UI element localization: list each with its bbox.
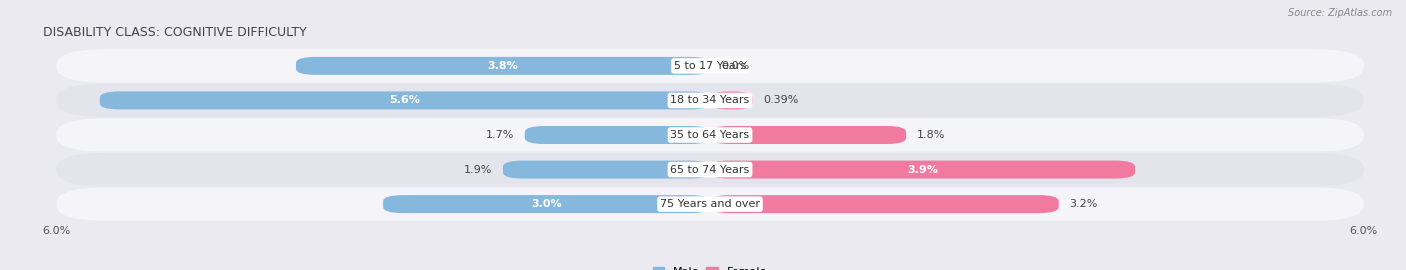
Text: 3.2%: 3.2% (1070, 199, 1098, 209)
Text: 1.7%: 1.7% (485, 130, 515, 140)
Text: 0.0%: 0.0% (721, 61, 749, 71)
Text: 35 to 64 Years: 35 to 64 Years (671, 130, 749, 140)
FancyBboxPatch shape (56, 153, 1364, 186)
FancyBboxPatch shape (382, 195, 710, 213)
Text: 3.9%: 3.9% (907, 164, 938, 175)
Text: 5.6%: 5.6% (389, 95, 420, 106)
FancyBboxPatch shape (56, 84, 1364, 117)
FancyBboxPatch shape (524, 126, 710, 144)
Text: 65 to 74 Years: 65 to 74 Years (671, 164, 749, 175)
FancyBboxPatch shape (710, 92, 752, 109)
FancyBboxPatch shape (710, 161, 1135, 178)
FancyBboxPatch shape (297, 57, 710, 75)
Text: 18 to 34 Years: 18 to 34 Years (671, 95, 749, 106)
FancyBboxPatch shape (56, 49, 1364, 82)
Text: 75 Years and over: 75 Years and over (659, 199, 761, 209)
Text: 1.9%: 1.9% (464, 164, 492, 175)
FancyBboxPatch shape (56, 188, 1364, 221)
FancyBboxPatch shape (503, 161, 710, 178)
Text: 3.0%: 3.0% (531, 199, 562, 209)
Text: DISABILITY CLASS: COGNITIVE DIFFICULTY: DISABILITY CLASS: COGNITIVE DIFFICULTY (44, 26, 307, 39)
FancyBboxPatch shape (710, 126, 905, 144)
Text: 1.8%: 1.8% (917, 130, 945, 140)
FancyBboxPatch shape (710, 195, 1059, 213)
FancyBboxPatch shape (56, 119, 1364, 151)
Text: 0.39%: 0.39% (763, 95, 799, 106)
FancyBboxPatch shape (100, 92, 710, 109)
Text: 3.8%: 3.8% (488, 61, 519, 71)
Legend: Male, Female: Male, Female (648, 262, 772, 270)
Text: 5 to 17 Years: 5 to 17 Years (673, 61, 747, 71)
Text: Source: ZipAtlas.com: Source: ZipAtlas.com (1288, 8, 1392, 18)
